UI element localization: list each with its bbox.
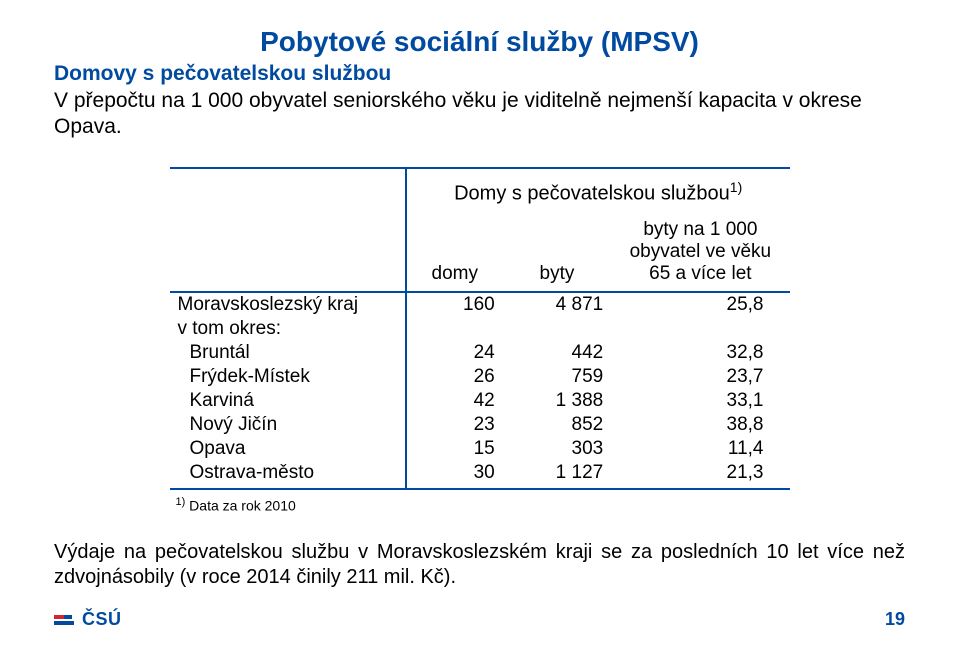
- page-number: 19: [885, 609, 905, 630]
- row-label: Bruntál: [170, 341, 406, 365]
- row-domy: 15: [406, 437, 503, 461]
- data-table: Domy s pečovatelskou službou1) domy byty…: [170, 167, 790, 491]
- row-ratio: 21,3: [611, 461, 789, 489]
- row-ratio: 38,8: [611, 413, 789, 437]
- row-label: Karviná: [170, 389, 406, 413]
- table-header-ratio-line2: obyvatel ve věku: [630, 241, 772, 262]
- row-label: Frýdek-Místek: [170, 365, 406, 389]
- table-footnote-sup: 1): [176, 496, 186, 508]
- row-ratio: 25,8: [611, 292, 789, 317]
- body-paragraph: Výdaje na pečovatelskou službu v Moravsk…: [54, 540, 905, 591]
- table-row: Nový Jičín2385238,8: [170, 413, 790, 437]
- row-domy: 24: [406, 341, 503, 365]
- table-row: Bruntál2444232,8: [170, 341, 790, 365]
- row-domy: 160: [406, 292, 503, 317]
- table-header-ratio-line3: 65 a více let: [649, 263, 751, 284]
- table-header-row: domy byty byty na 1 000 obyvatel ve věku…: [170, 215, 790, 292]
- row-label: v tom okres:: [170, 317, 406, 341]
- table-row: Karviná421 38833,1: [170, 389, 790, 413]
- table-caption-spacer: [170, 168, 406, 216]
- table-row: Moravskoslezský kraj1604 87125,8: [170, 292, 790, 317]
- lead-paragraph: V přepočtu na 1 000 obyvatel seniorského…: [54, 88, 905, 141]
- table-header-ratio: byty na 1 000 obyvatel ve věku 65 a více…: [611, 215, 789, 292]
- slide-page: Pobytové sociální služby (MPSV) Domovy s…: [0, 0, 959, 652]
- row-label: Opava: [170, 437, 406, 461]
- page-title: Pobytové sociální služby (MPSV): [54, 26, 905, 58]
- footer-logo: ČSÚ: [54, 609, 122, 630]
- table-caption-row: Domy s pečovatelskou službou1): [170, 168, 790, 216]
- row-domy: 30: [406, 461, 503, 489]
- row-domy: 42: [406, 389, 503, 413]
- row-domy: 26: [406, 365, 503, 389]
- row-byty: 442: [503, 341, 612, 365]
- row-byty: 4 871: [503, 292, 612, 317]
- table-footnote: 1) Data za rok 2010: [176, 496, 790, 514]
- table-caption-text: Domy s pečovatelskou službou: [454, 182, 730, 204]
- row-byty: 852: [503, 413, 612, 437]
- table-row: Frýdek-Místek2675923,7: [170, 365, 790, 389]
- logo-text: ČSÚ: [82, 609, 122, 630]
- table-footnote-text: Data za rok 2010: [185, 498, 296, 514]
- logo-bars-icon: [54, 615, 74, 625]
- row-byty: [503, 317, 612, 341]
- data-table-container: Domy s pečovatelskou službou1) domy byty…: [170, 167, 790, 514]
- row-ratio: 33,1: [611, 389, 789, 413]
- table-header-empty: [170, 215, 406, 292]
- row-byty: 759: [503, 365, 612, 389]
- row-ratio: [611, 317, 789, 341]
- table-caption: Domy s pečovatelskou službou1): [406, 168, 790, 216]
- row-ratio: 23,7: [611, 365, 789, 389]
- row-ratio: 11,4: [611, 437, 789, 461]
- row-ratio: 32,8: [611, 341, 789, 365]
- table-row: Opava1530311,4: [170, 437, 790, 461]
- row-label: Nový Jičín: [170, 413, 406, 437]
- table-header-byty: byty: [503, 215, 612, 292]
- page-subtitle: Domovy s pečovatelskou službou: [54, 62, 905, 86]
- row-domy: [406, 317, 503, 341]
- table-caption-sup: 1): [730, 179, 742, 195]
- row-label: Moravskoslezský kraj: [170, 292, 406, 317]
- table-row: v tom okres:: [170, 317, 790, 341]
- row-domy: 23: [406, 413, 503, 437]
- row-byty: 1 127: [503, 461, 612, 489]
- table-body: Moravskoslezský kraj1604 87125,8v tom ok…: [170, 292, 790, 489]
- table-header-domy: domy: [406, 215, 503, 292]
- table-row: Ostrava-město301 12721,3: [170, 461, 790, 489]
- row-byty: 303: [503, 437, 612, 461]
- row-byty: 1 388: [503, 389, 612, 413]
- table-header-ratio-line1: byty na 1 000: [643, 219, 757, 240]
- row-label: Ostrava-město: [170, 461, 406, 489]
